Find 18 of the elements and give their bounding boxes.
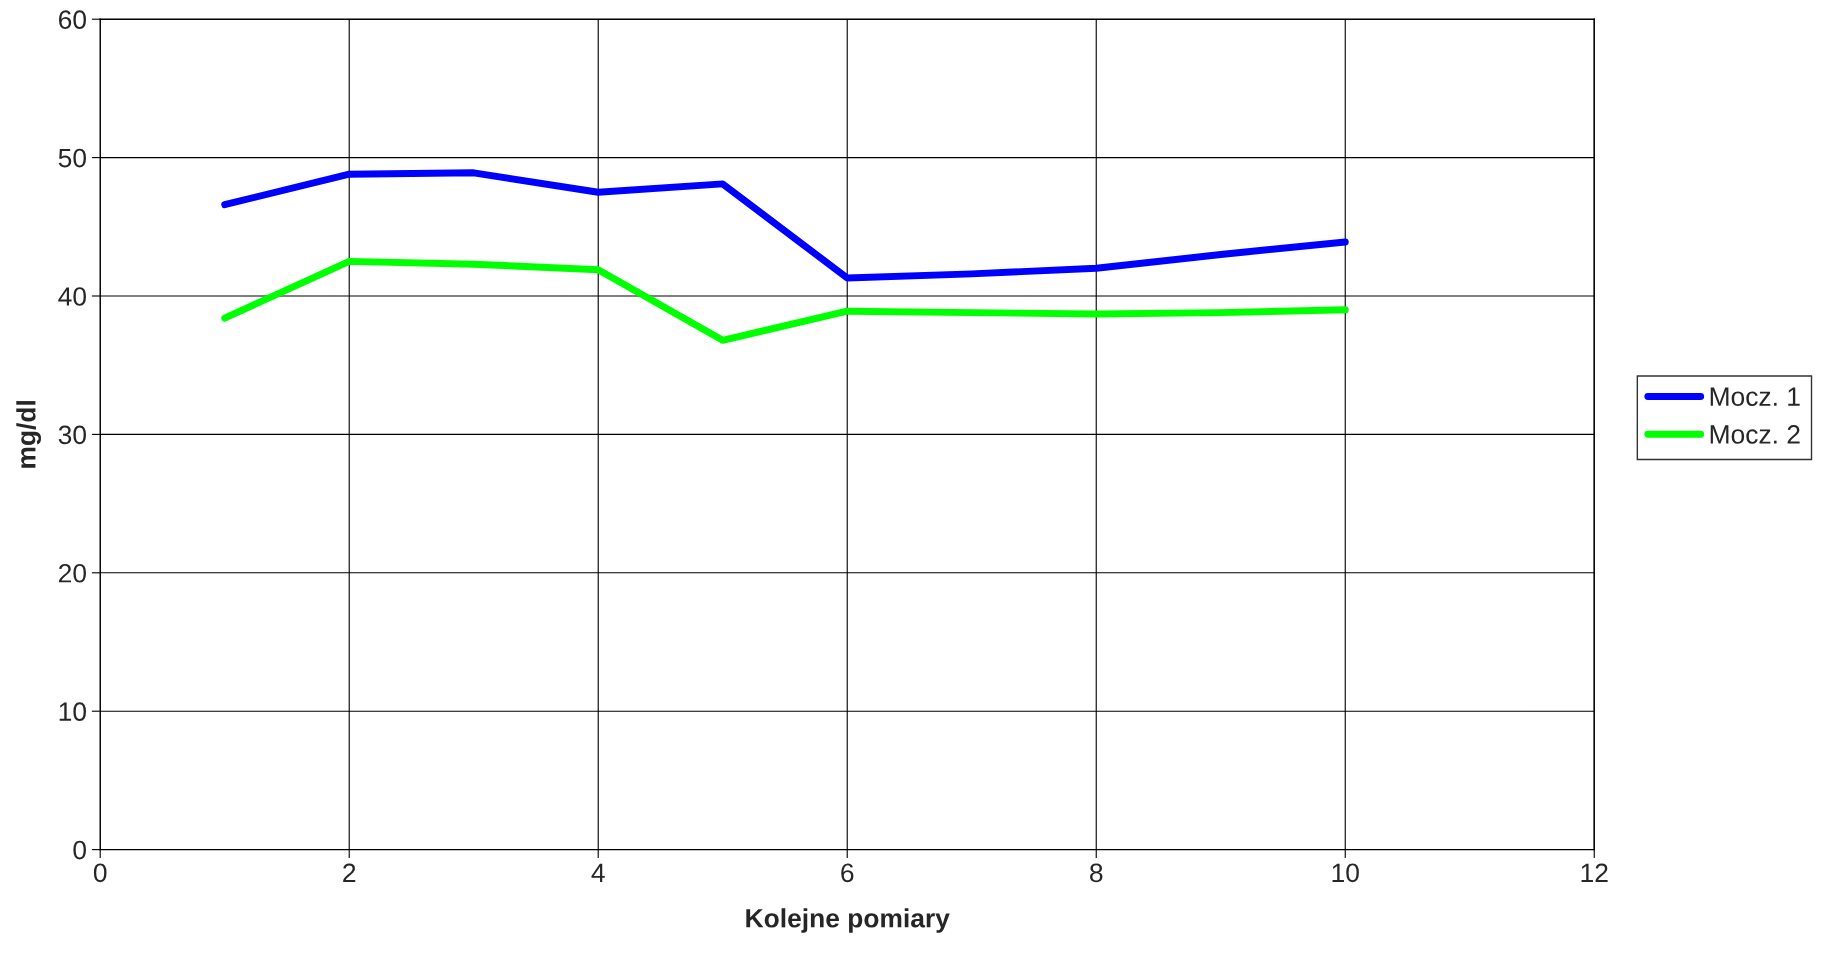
y-tick-label: 30: [58, 425, 86, 445]
x-tick-label: 12: [1581, 863, 1608, 882]
x-tick-label: 2: [343, 863, 356, 882]
y-tick-label: 60: [59, 10, 86, 30]
x-tick-label: 6: [841, 863, 854, 883]
y-tick-label: 40: [58, 287, 86, 306]
y-tick-label: 20: [58, 563, 86, 583]
x-tick-label: 0: [93, 863, 107, 883]
y-tick-label: 0: [73, 840, 86, 860]
y-tick-label: 10: [59, 702, 86, 722]
y-tick-label: 50: [58, 148, 86, 168]
x-tick-label: 4: [591, 863, 605, 882]
legend-label: Mocz. 2: [1710, 425, 1800, 444]
x-axis-title: Kolejne pomiary: [746, 908, 950, 933]
x-tick-label: 10: [1332, 863, 1359, 883]
y-axis-title: mg/dl: [16, 401, 41, 468]
legend-label: Mocz. 1: [1710, 387, 1800, 406]
x-tick-label: 8: [1090, 863, 1103, 883]
